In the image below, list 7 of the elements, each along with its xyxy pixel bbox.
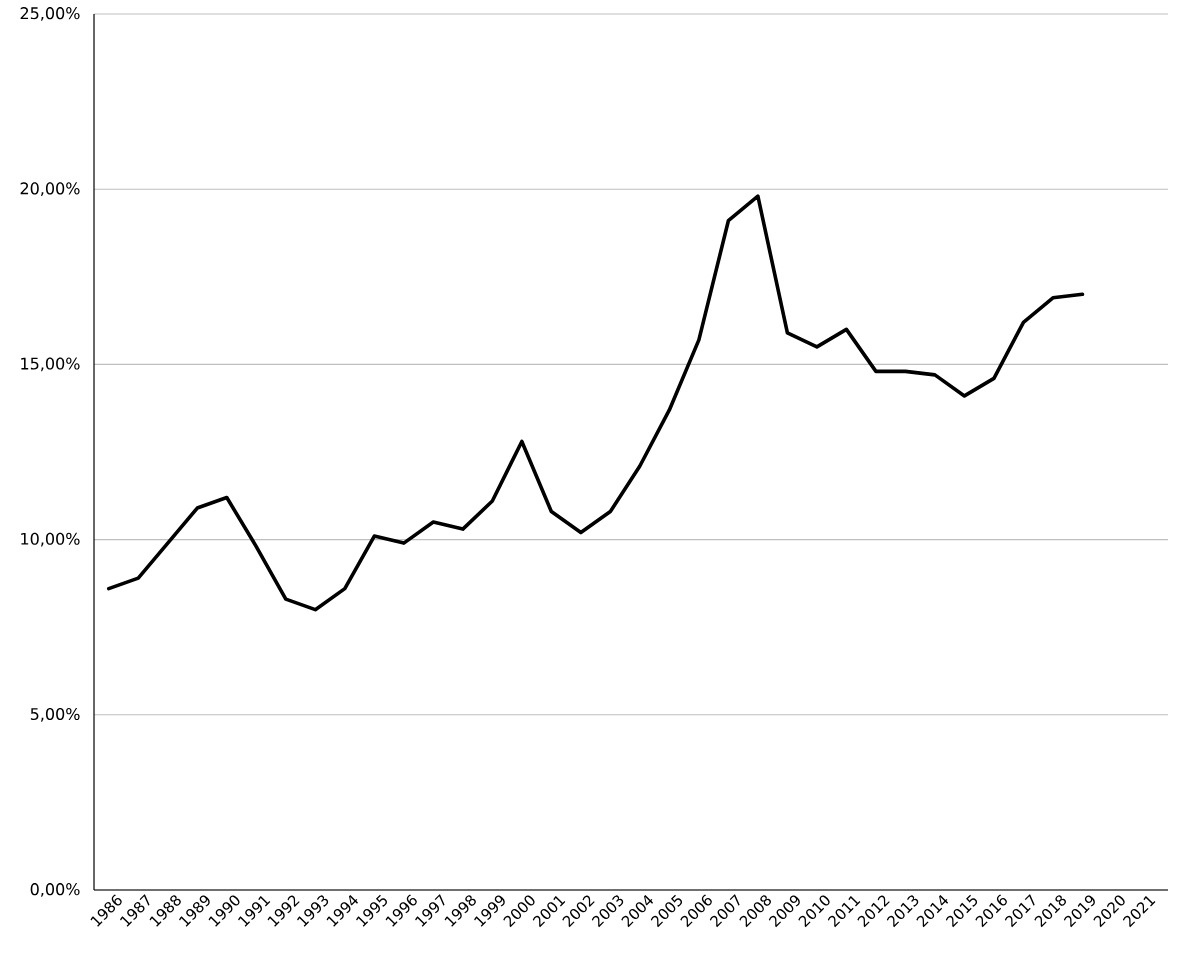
y-tick-label: 10,00% [21, 532, 80, 547]
y-tick-label: 5,00% [30, 707, 80, 722]
y-tick-label: 15,00% [21, 357, 80, 372]
y-tick-label: 20,00% [20, 182, 80, 197]
line-series [106, 194, 1085, 612]
y-tick-label: 0,00% [30, 883, 80, 897]
y-tick-label: 25,00% [20, 7, 80, 21]
